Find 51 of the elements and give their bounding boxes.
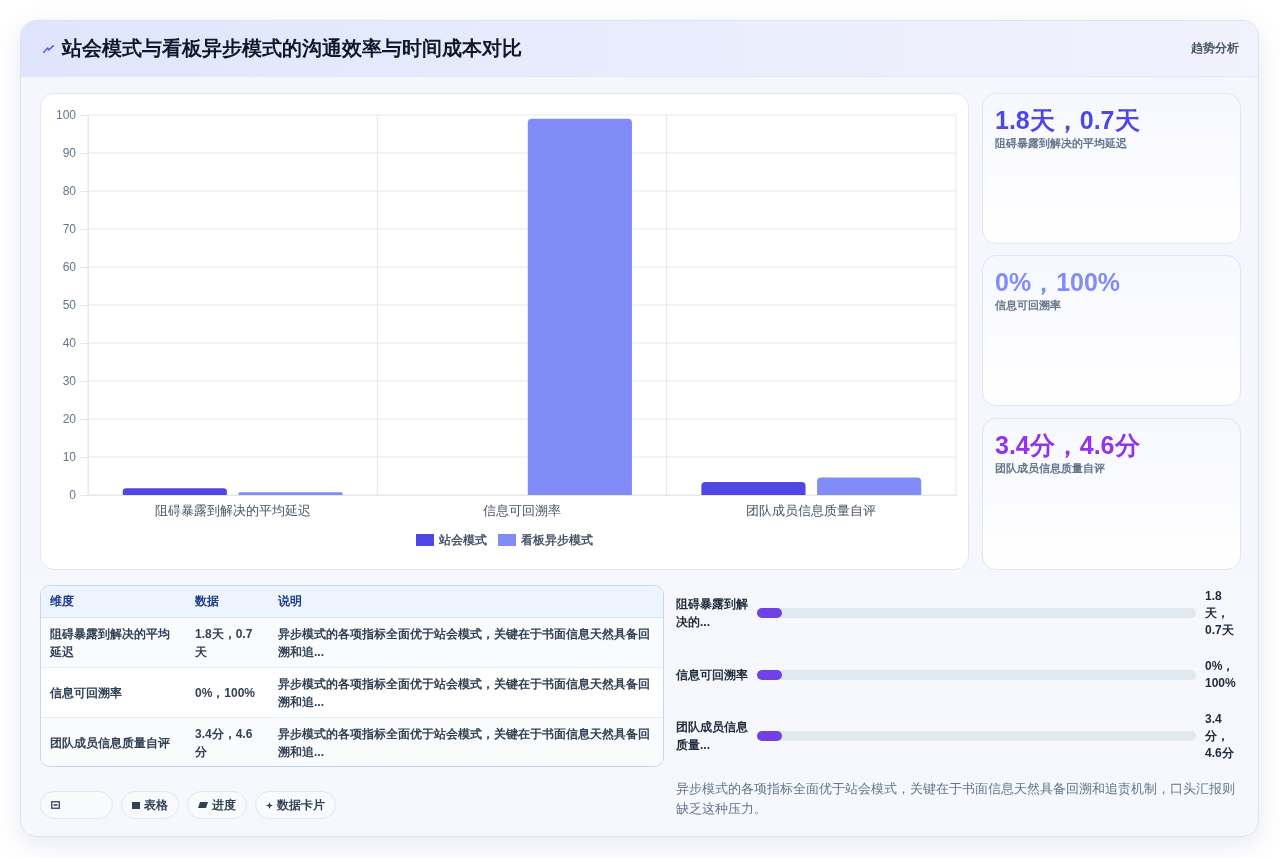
- text: 1.8天，0.7天: [186, 617, 269, 668]
- text: 信息可回溯率: [995, 298, 1062, 313]
- text: 异步模式的各项指标全面优于站会模式，关键在于书面信息天然具备回溯和追责机制，口头汇报则缺乏这种压力。: [676, 780, 1236, 818]
- text: 站会模式与看板异步模式的沟通效率与时间成本对比: [62, 36, 522, 61]
- y-tick-label: 20: [62, 412, 77, 427]
- text: 异步模式的各项指标全面优于站会模式，关键在于书面信息天然具备回溯和追...: [269, 617, 663, 668]
- bar: [238, 492, 343, 495]
- text: 团队成员信息质量自评: [995, 461, 1106, 476]
- text: 1.8天，0.7天: [995, 105, 1141, 135]
- text: 阻碍暴露到解决的...: [676, 596, 749, 631]
- text: 3.4分，4.6分: [1205, 710, 1235, 762]
- legend-label: 看板异步模式: [520, 533, 593, 548]
- text: 3.4分，4.6分: [995, 430, 1141, 460]
- y-tick-label: 30: [62, 374, 77, 389]
- y-tick-label: 100: [55, 108, 77, 123]
- text: 团队成员信息质量自评: [41, 717, 186, 767]
- text: 3.4分，4.6分: [186, 717, 269, 767]
- bar: [122, 488, 227, 495]
- text: 团队成员信息质量...: [676, 719, 749, 754]
- text: 说明: [269, 586, 663, 618]
- text: 0%，100%: [186, 667, 269, 718]
- y-tick-label: 80: [62, 184, 77, 199]
- text: 0%，100%: [1205, 657, 1237, 692]
- pill-button: 进度: [187, 791, 247, 819]
- x-tick-label: 团队成员信息质量自评: [746, 503, 877, 519]
- text: 异步模式的各项指标全面优于站会模式，关键在于书面信息天然具备回溯和追...: [269, 667, 663, 718]
- y-tick-label: 10: [62, 450, 77, 465]
- y-tick-label: 70: [62, 222, 77, 237]
- y-tick-label: 0: [69, 488, 77, 503]
- text: 趋势分析: [1191, 40, 1239, 57]
- x-tick-label: 信息可回溯率: [483, 503, 561, 519]
- pill-button: 数据卡片: [255, 791, 336, 819]
- text: 异步模式的各项指标全面优于站会模式，关键在于书面信息天然具备回溯和追...: [269, 717, 663, 767]
- y-tick-label: 40: [62, 336, 77, 351]
- bar: [527, 118, 632, 495]
- text: 阻碍暴露到解决的平均延迟: [995, 136, 1128, 151]
- y-tick-label: 90: [62, 146, 77, 161]
- text: 1.8天，0.7天: [1205, 587, 1235, 639]
- text: 信息可回溯率: [676, 666, 749, 684]
- pill-button: 表格: [121, 791, 179, 819]
- text: 数据: [186, 586, 269, 618]
- y-tick-label: 60: [62, 260, 77, 275]
- text: 维度: [41, 586, 186, 618]
- text: 信息可回溯率: [41, 667, 186, 718]
- bar: [817, 477, 922, 495]
- x-tick-label: 阻碍暴露到解决的平均延迟: [154, 503, 311, 519]
- legend-label: 站会模式: [438, 533, 487, 548]
- text: 0%，100%: [995, 267, 1122, 297]
- bar: [701, 482, 806, 495]
- text: 阻碍暴露到解决的平均延迟: [41, 617, 186, 668]
- y-tick-label: 50: [62, 298, 77, 313]
